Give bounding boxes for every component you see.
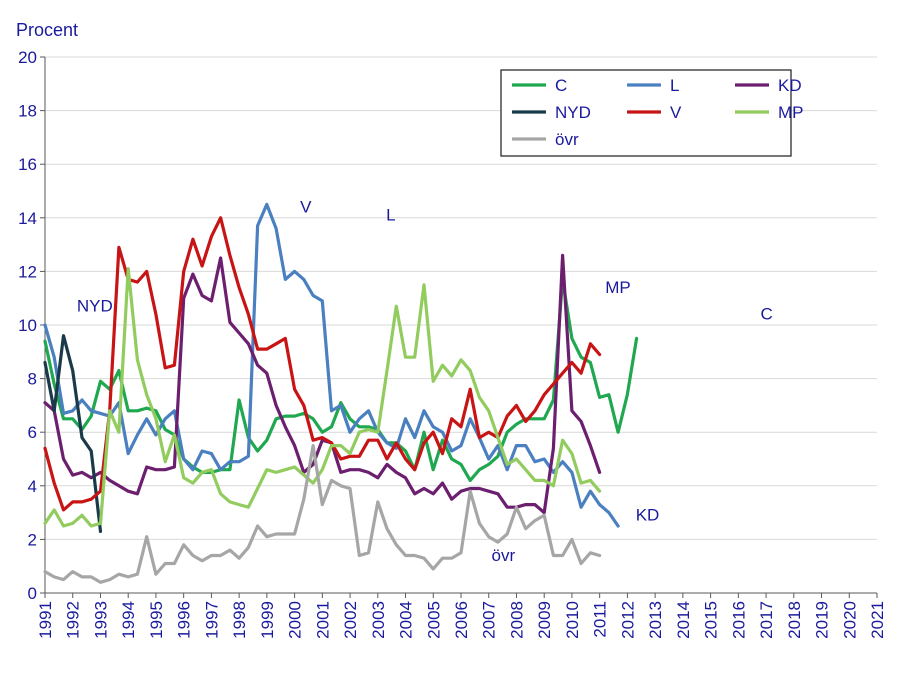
x-tick-label: 2003 <box>369 601 388 639</box>
series-annotation: KD <box>636 506 660 525</box>
x-tick-label: 1998 <box>230 601 249 639</box>
x-tick-label: 2007 <box>480 601 499 639</box>
series-line-övr <box>43 444 602 584</box>
legend-label: V <box>670 103 682 122</box>
y-tick-label: 2 <box>28 530 37 549</box>
x-tick-label: 2014 <box>674 601 693 639</box>
series-line-nyd <box>43 334 103 534</box>
x-tick-label: 2006 <box>452 601 471 639</box>
series-line-c <box>43 277 639 482</box>
x-tick-label: 2017 <box>757 601 776 639</box>
x-tick-label: 1991 <box>36 601 55 639</box>
y-tick-label: 8 <box>28 370 37 389</box>
legend-label: övr <box>555 130 579 149</box>
x-tick-label: 1995 <box>147 601 166 639</box>
y-tick-label: 0 <box>28 584 37 603</box>
x-tick-label: 1992 <box>64 601 83 639</box>
x-tick-label: 2002 <box>341 601 360 639</box>
series-annotation: C <box>761 305 773 324</box>
x-tick-label: 2019 <box>813 601 832 639</box>
x-tick-label: 2000 <box>286 601 305 639</box>
x-tick-label: 1999 <box>258 601 277 639</box>
y-axis-title: Procent <box>16 20 79 40</box>
x-tick-label: 2004 <box>397 601 416 639</box>
legend-label: KD <box>778 76 802 95</box>
series-line-kd <box>43 253 602 515</box>
x-tick-label: 1997 <box>202 601 221 639</box>
legend-label: MP <box>778 103 804 122</box>
x-tick-label: 2015 <box>702 601 721 639</box>
x-tick-label: 2020 <box>840 601 859 639</box>
x-tick-label: 1993 <box>91 601 110 639</box>
x-tick-label: 2018 <box>785 601 804 639</box>
x-tick-label: 1996 <box>175 601 194 639</box>
y-tick-label: 18 <box>18 102 37 121</box>
y-tick-label: 12 <box>18 262 37 281</box>
series-line-l <box>43 202 620 528</box>
legend-label: C <box>555 76 567 95</box>
series-line-v <box>43 216 602 512</box>
x-tick-label: 2005 <box>424 601 443 639</box>
x-tick-label: 1994 <box>119 601 138 639</box>
y-tick-label: 10 <box>18 316 37 335</box>
x-tick-label: 2021 <box>868 601 887 639</box>
series-annotation: övr <box>492 546 516 565</box>
x-tick-label: 2011 <box>591 601 610 638</box>
x-tick-label: 2008 <box>507 601 526 639</box>
x-tick-label: 2010 <box>563 601 582 639</box>
x-tick-label: 2016 <box>729 601 748 639</box>
y-tick-label: 16 <box>18 155 37 174</box>
y-tick-label: 14 <box>18 209 37 228</box>
series-annotation: NYD <box>77 297 113 316</box>
y-tick-label: 20 <box>18 48 37 67</box>
x-tick-label: 2001 <box>313 601 332 639</box>
y-tick-label: 6 <box>28 423 37 442</box>
series-line-mp <box>43 267 602 528</box>
x-tick-label: 2013 <box>646 601 665 639</box>
series-annotation: MP <box>605 278 631 297</box>
legend-label: NYD <box>555 103 591 122</box>
series-annotation: L <box>386 205 395 224</box>
x-tick-label: 2009 <box>535 601 554 639</box>
series-annotation: V <box>300 197 312 216</box>
y-tick-label: 4 <box>28 477 37 496</box>
legend-label: L <box>670 76 679 95</box>
x-tick-label: 2012 <box>618 601 637 639</box>
